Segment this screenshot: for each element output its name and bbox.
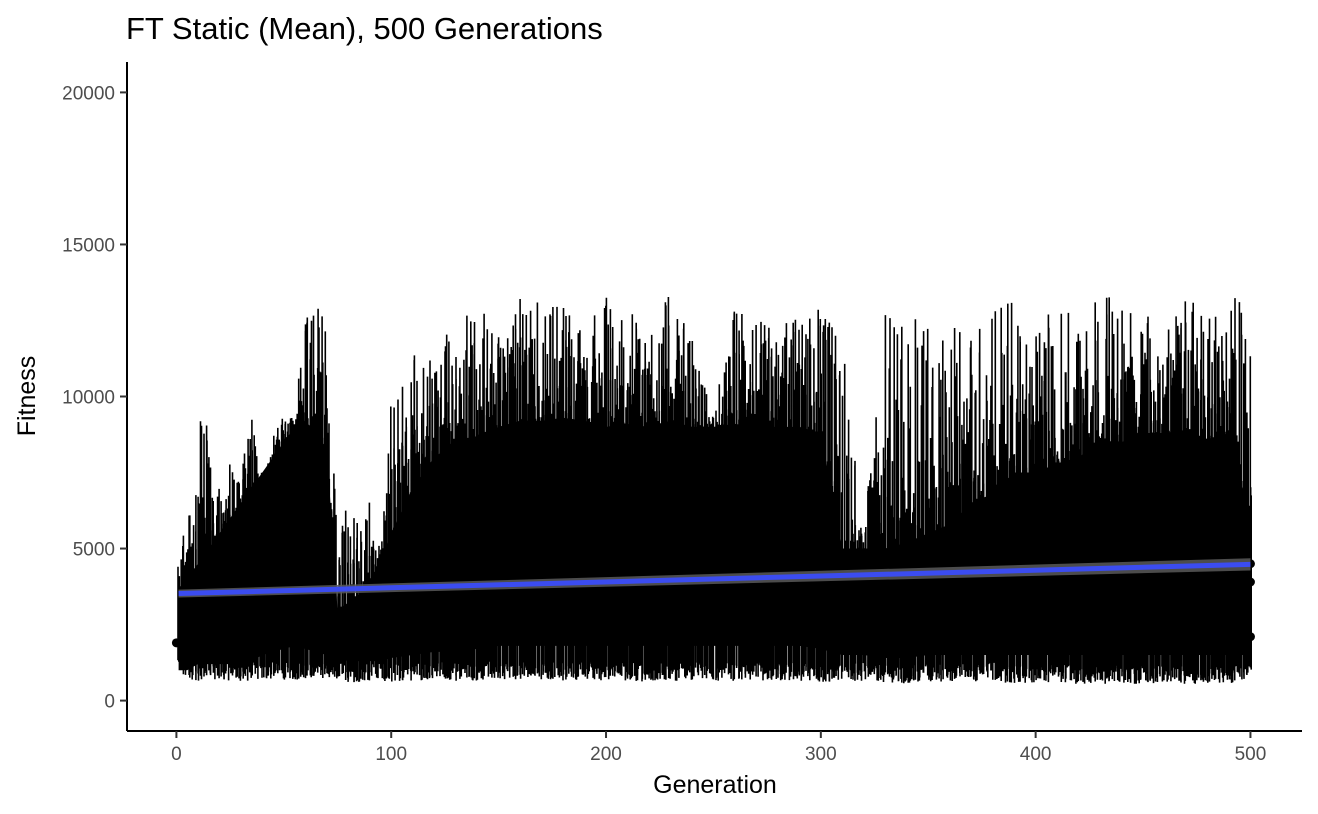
x-axis-title: Generation bbox=[653, 771, 777, 799]
x-tick-label: 100 bbox=[375, 744, 407, 765]
x-axis-ticks: 0 100 200 300 400 500 bbox=[171, 731, 1266, 765]
data-point bbox=[1245, 632, 1255, 642]
x-tick-label: 0 bbox=[171, 744, 182, 765]
x-tick-label: 400 bbox=[1020, 744, 1052, 765]
x-tick-label: 500 bbox=[1235, 744, 1267, 765]
trend-line bbox=[178, 561, 1251, 597]
y-axis-title: Fitness bbox=[13, 356, 41, 437]
y-tick-label: 0 bbox=[104, 692, 115, 713]
data-point bbox=[171, 638, 181, 648]
data-point bbox=[1245, 577, 1255, 587]
y-axis-ticks: 0 5000 10000 15000 20000 bbox=[62, 83, 127, 713]
chart-title: FT Static (Mean), 500 Generations bbox=[126, 11, 603, 46]
x-tick-label: 200 bbox=[590, 744, 622, 765]
y-tick-label: 5000 bbox=[73, 540, 115, 561]
x-tick-label: 300 bbox=[805, 744, 837, 765]
y-tick-label: 20000 bbox=[62, 83, 115, 104]
y-tick-label: 10000 bbox=[62, 388, 115, 409]
plot-area bbox=[171, 297, 1255, 684]
y-tick-label: 15000 bbox=[62, 235, 115, 256]
